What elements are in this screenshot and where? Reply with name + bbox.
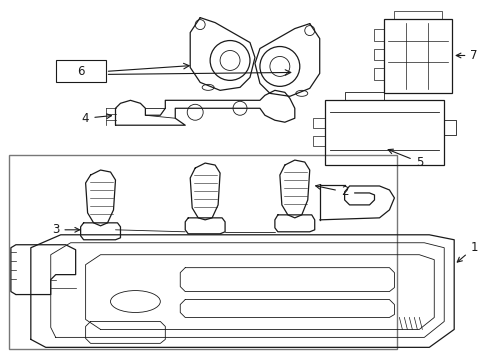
Text: 7: 7 [456,49,478,62]
Text: 6: 6 [77,65,84,78]
Text: 5: 5 [388,149,423,168]
Bar [394,11,442,19]
Text: 3: 3 [52,223,79,236]
Bar [374,49,385,60]
Bar [56,60,105,82]
Bar [374,28,385,41]
Bar [374,68,385,80]
Text: 4: 4 [82,112,112,125]
Text: 2: 2 [316,184,348,198]
Bar [325,100,444,165]
Bar [9,155,397,349]
Bar [313,118,325,128]
Text: 1: 1 [457,241,478,262]
Bar [385,19,452,93]
Bar [313,136,325,146]
